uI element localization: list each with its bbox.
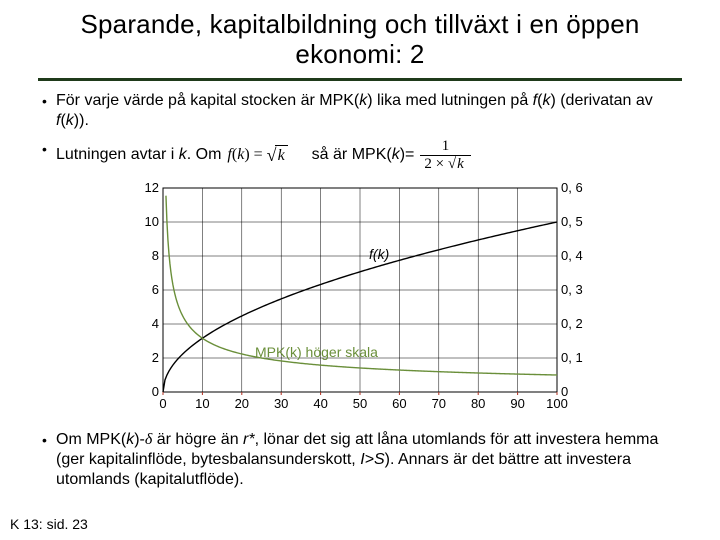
bullet-dot: • [42, 91, 56, 110]
bullet-2: • Lutningen avtar i k. Om f(k) = √k så ä… [42, 139, 678, 172]
y-left-tick: 2 [133, 350, 159, 365]
x-tick: 100 [545, 396, 569, 411]
series-label-mpk: MPK(k) höger skala [255, 344, 378, 360]
bullet-3: • Om MPK(k)-δ är högre än r*, lönar det … [42, 430, 678, 490]
y-left-tick: 6 [133, 282, 159, 297]
x-tick: 40 [309, 396, 333, 411]
bullet-1: • För varje värde på kapital stocken är … [42, 91, 678, 131]
bullet-3-text: Om MPK(k)-δ är högre än r*, lönar det si… [56, 430, 678, 490]
chart-svg [125, 180, 595, 422]
x-tick: 90 [506, 396, 530, 411]
slide-footer: K 13: sid. 23 [10, 516, 88, 532]
bullet-dot: • [42, 139, 56, 158]
y-right-tick: 0, 1 [561, 350, 591, 365]
y-left-tick: 12 [133, 180, 159, 195]
x-tick: 30 [269, 396, 293, 411]
y-right-tick: 0, 5 [561, 214, 591, 229]
x-tick: 70 [427, 396, 451, 411]
x-tick: 20 [230, 396, 254, 411]
slide-title: Sparande, kapitalbildning och tillväxt i… [0, 0, 720, 76]
y-right-tick: 0, 6 [561, 180, 591, 195]
x-tick: 0 [151, 396, 175, 411]
bullet-2-text: Lutningen avtar i k. Om f(k) = √k så är … [56, 139, 678, 172]
formula-mpk-frac: 1 2 × √k [420, 139, 470, 172]
y-right-tick: 0, 2 [561, 316, 591, 331]
x-tick: 50 [348, 396, 372, 411]
series-label-fk: f(k) [369, 246, 389, 262]
bullet-3-wrap: • Om MPK(k)-δ är högre än r*, lönar det … [0, 422, 720, 490]
title-underline [38, 78, 682, 81]
y-right-tick: 0, 3 [561, 282, 591, 297]
x-tick: 60 [387, 396, 411, 411]
x-tick: 10 [190, 396, 214, 411]
y-right-tick: 0, 4 [561, 248, 591, 263]
bullet-1-text: För varje värde på kapital stocken är MP… [56, 91, 678, 131]
y-left-tick: 4 [133, 316, 159, 331]
formula-fk: f(k) = √k [227, 144, 287, 167]
bullet-list: • För varje värde på kapital stocken är … [0, 91, 720, 172]
x-tick: 80 [466, 396, 490, 411]
chart: f(k) MPK(k) höger skala 02468101200, 10,… [125, 180, 595, 422]
y-left-tick: 8 [133, 248, 159, 263]
y-left-tick: 10 [133, 214, 159, 229]
bullet-dot: • [42, 430, 56, 449]
